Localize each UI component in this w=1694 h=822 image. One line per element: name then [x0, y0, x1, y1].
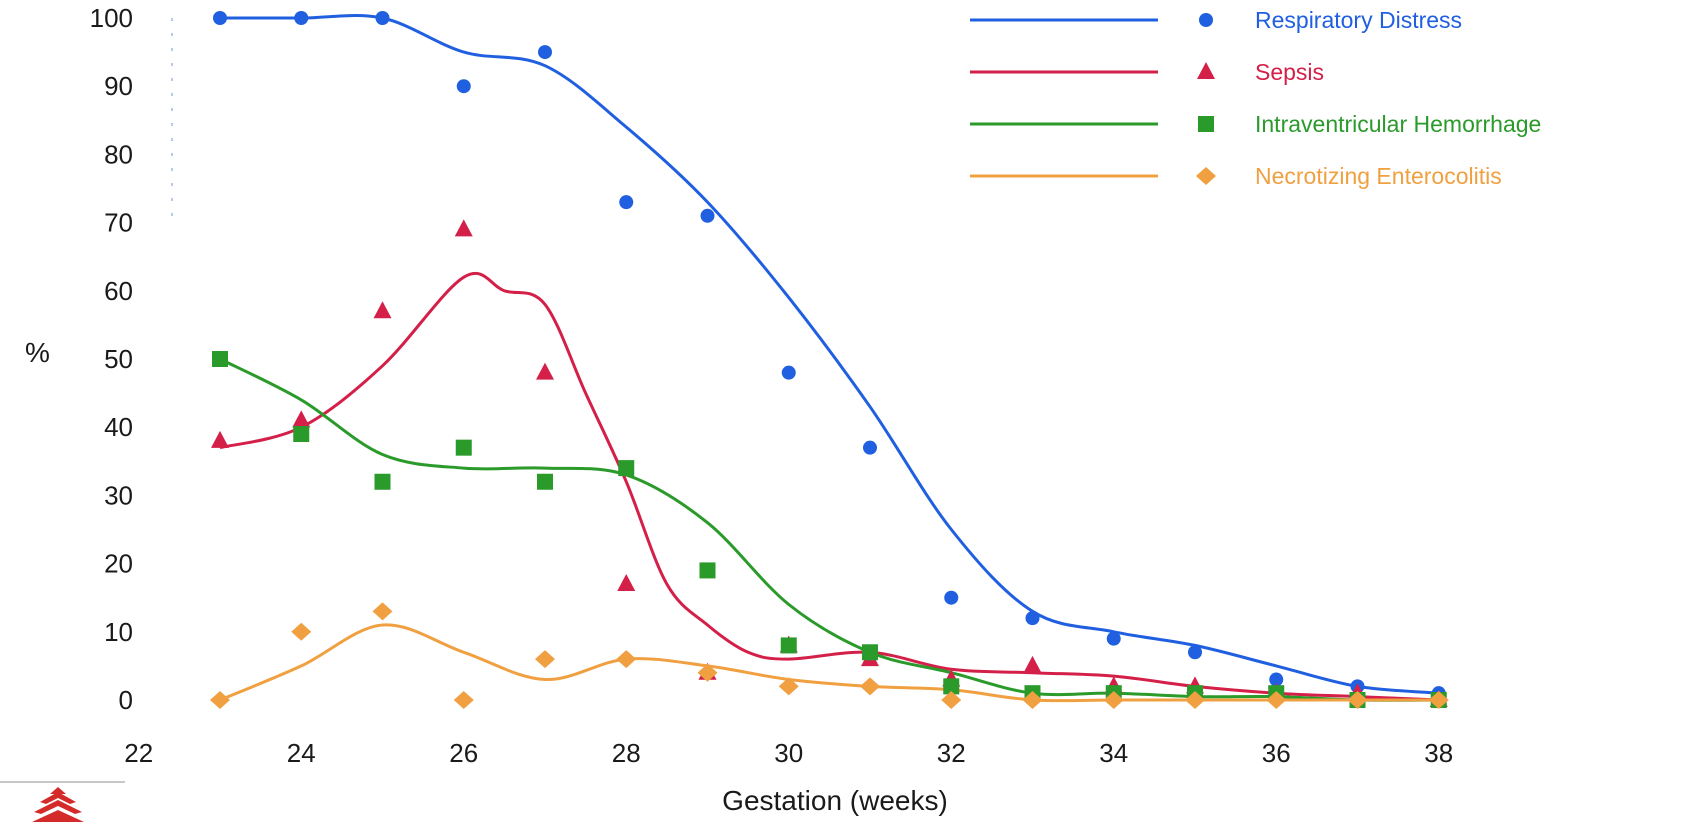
data-point-necrotizing-enterocolitis [1022, 691, 1043, 709]
data-point-necrotizing-enterocolitis [453, 691, 474, 709]
data-point-intraventricular-hemorrhage [618, 460, 635, 477]
data-point-respiratory-distress [456, 79, 471, 94]
data-point-intraventricular-hemorrhage [780, 637, 797, 654]
y-tick-label: 0 [119, 685, 133, 715]
data-point-necrotizing-enterocolitis [941, 691, 962, 709]
y-tick-label: 40 [104, 412, 133, 442]
x-axis: 22 24 26 28 30 32 34 36 38 [124, 738, 1453, 768]
data-point-respiratory-distress [700, 208, 715, 223]
data-point-sepsis [617, 574, 636, 592]
data-point-respiratory-distress [375, 11, 390, 25]
data-points [210, 11, 1449, 709]
legend-label-sepsis: Sepsis [1255, 59, 1324, 85]
x-tick-label: 32 [937, 738, 966, 768]
y-tick-label: 100 [90, 3, 133, 33]
trend-line-respiratory-distress [220, 13, 1439, 695]
x-tick-label: 28 [612, 738, 641, 768]
data-point-necrotizing-enterocolitis [697, 663, 718, 682]
y-tick-label: 50 [104, 344, 133, 374]
x-tick-label: 26 [449, 738, 478, 768]
data-point-respiratory-distress [538, 45, 552, 60]
x-tick-label: 38 [1424, 738, 1453, 768]
data-point-necrotizing-enterocolitis [1103, 691, 1124, 709]
data-point-necrotizing-enterocolitis [778, 677, 799, 696]
data-point-respiratory-distress [1106, 631, 1121, 646]
data-point-necrotizing-enterocolitis [1185, 691, 1205, 709]
legend: Respiratory Distress Sepsis Intraventricul… [970, 7, 1541, 189]
y-tick-label: 70 [104, 208, 133, 238]
trend-line-necrotizing-enterocolitis [219, 623, 1439, 703]
legend-marker-sepsis [1197, 62, 1215, 79]
legend-label-respiratory-distress: Respiratory Distress [1255, 7, 1462, 33]
data-point-intraventricular-hemorrhage [455, 439, 472, 456]
legend-label-intraventricular-hemorrhage: Intraventricular Hemorrhage [1255, 111, 1541, 137]
x-tick-label: 34 [1099, 738, 1128, 768]
data-point-respiratory-distress [863, 440, 877, 455]
data-point-sepsis [211, 430, 229, 448]
data-point-intraventricular-hemorrhage [862, 644, 878, 661]
x-tick-label: 36 [1262, 738, 1291, 768]
legend-marker-intraventricular-hemorrhage [1198, 116, 1214, 132]
legend-marker-necrotizing-enterocolitis [1196, 167, 1216, 185]
data-point-sepsis [454, 219, 473, 237]
data-point-necrotizing-enterocolitis [1347, 691, 1368, 709]
data-point-intraventricular-hemorrhage [212, 351, 228, 367]
data-point-necrotizing-enterocolitis [372, 602, 393, 621]
data-point-intraventricular-hemorrhage [537, 473, 553, 490]
data-point-sepsis [1023, 655, 1042, 673]
data-point-intraventricular-hemorrhage [699, 562, 716, 579]
data-point-necrotizing-enterocolitis [860, 677, 880, 696]
y-axis-label: % [25, 337, 50, 368]
data-point-respiratory-distress [781, 365, 796, 380]
legend-label-necrotizing-enterocolitis: Necrotizing Enterocolitis [1255, 163, 1502, 189]
x-tick-label: 30 [774, 738, 803, 768]
x-tick-label: 24 [287, 738, 316, 768]
data-point-sepsis [536, 362, 554, 380]
data-point-necrotizing-enterocolitis [1266, 691, 1287, 709]
legend-marker-respiratory-distress [1199, 13, 1213, 27]
data-point-necrotizing-enterocolitis [535, 650, 555, 669]
data-point-necrotizing-enterocolitis [210, 691, 230, 709]
data-point-intraventricular-hemorrhage [943, 678, 960, 695]
y-tick-label: 60 [104, 276, 133, 306]
y-tick-label: 20 [104, 549, 133, 579]
data-point-sepsis [292, 410, 311, 428]
y-tick-label: 90 [104, 71, 133, 101]
trend-line-intraventricular-hemorrhage [219, 357, 1439, 702]
data-point-respiratory-distress [294, 11, 309, 25]
x-tick-label: 22 [124, 738, 153, 768]
data-point-respiratory-distress [213, 11, 227, 25]
data-point-respiratory-distress [944, 590, 959, 605]
y-tick-label: 10 [104, 617, 133, 647]
x-axis-label: Gestation (weeks) [722, 785, 948, 816]
data-point-necrotizing-enterocolitis [616, 650, 637, 669]
data-point-respiratory-distress [1188, 645, 1202, 660]
data-point-respiratory-distress [619, 195, 634, 210]
y-tick-label: 80 [104, 139, 133, 169]
data-point-necrotizing-enterocolitis [291, 622, 312, 641]
data-point-intraventricular-hemorrhage [374, 473, 391, 490]
y-tick-label: 30 [104, 480, 133, 510]
data-point-respiratory-distress [1025, 611, 1040, 626]
data-point-intraventricular-hemorrhage [293, 426, 310, 443]
data-point-necrotizing-enterocolitis [1428, 691, 1449, 709]
data-point-respiratory-distress [1269, 672, 1284, 687]
data-point-sepsis [373, 301, 392, 319]
logo-icon [0, 781, 125, 822]
y-axis: 0 10 20 30 40 50 60 70 80 90 100 [90, 3, 173, 715]
trend-line-sepsis [219, 271, 1439, 702]
